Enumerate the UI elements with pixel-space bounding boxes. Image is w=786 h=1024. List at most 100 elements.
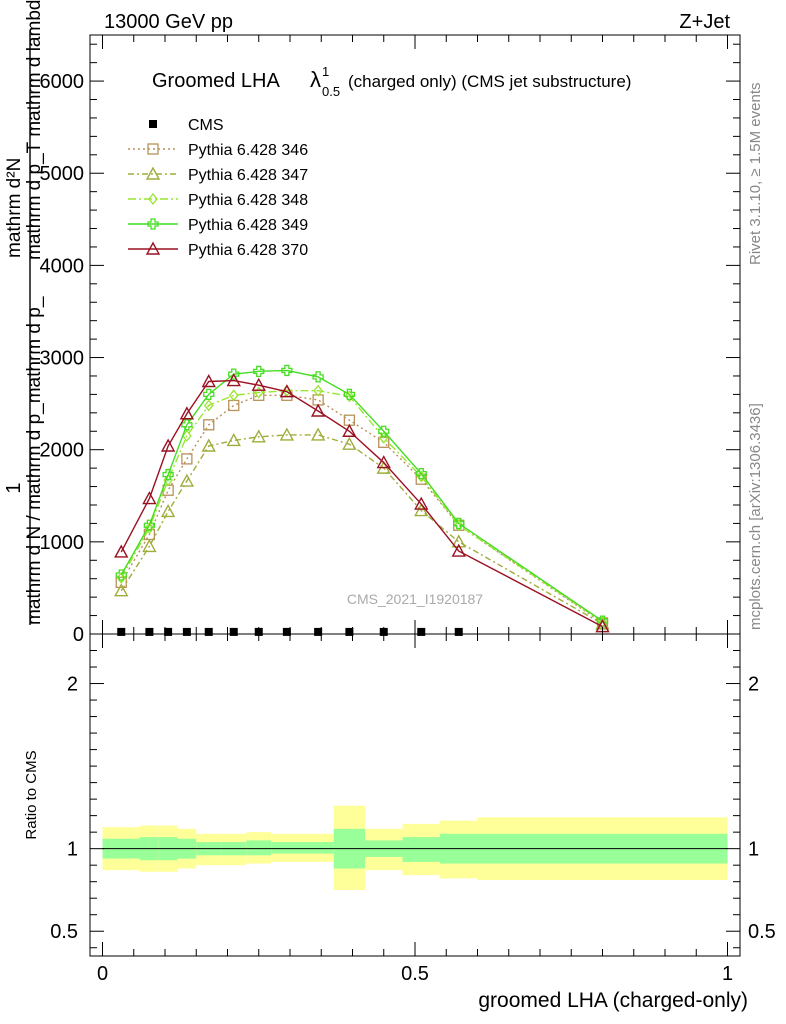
data-point	[142, 538, 157, 553]
ratio-band-inner	[246, 840, 272, 856]
data-point	[179, 473, 195, 487]
legend-label: Pythia 6.428 349	[188, 217, 308, 234]
data-point	[279, 427, 295, 441]
data-point	[344, 390, 355, 403]
data-point	[251, 429, 266, 443]
data-point	[114, 544, 129, 558]
title-suffix: (charged only) (CMS jet substructure)	[348, 72, 631, 91]
data-point	[596, 615, 609, 627]
header-right: Z+Jet	[679, 11, 730, 33]
data-point	[145, 627, 154, 636]
legend-label: Pythia 6.428 346	[188, 142, 308, 159]
legend-entry-4: Pythia 6.428 349	[128, 217, 308, 234]
data-point	[226, 373, 241, 387]
data-point	[310, 427, 326, 441]
data-point	[414, 503, 429, 517]
data-point	[282, 384, 292, 397]
data-point	[417, 627, 426, 636]
data-point	[204, 627, 213, 636]
legend-marker	[147, 218, 159, 230]
data-point	[313, 384, 323, 397]
legend-marker	[145, 241, 161, 255]
data-point	[179, 406, 195, 420]
series-line-1	[120, 394, 603, 624]
ylabel-denominator: mathrm d N / mathrm d p_mathrm d p_	[24, 296, 45, 625]
y-tick-label-main: 4000	[40, 255, 85, 277]
series-line-4	[120, 369, 603, 622]
x-tick-label: 1	[722, 963, 733, 985]
data-point	[416, 470, 427, 483]
data-point	[203, 419, 215, 431]
plot-title: Groomed LHA λ 1 0.5 (charged only) (CMS …	[152, 64, 631, 99]
data-point	[451, 543, 466, 557]
data-point	[226, 433, 241, 447]
y-tick-label-main: 6000	[40, 71, 85, 93]
ratio-y-tick-label-left: 0.5	[50, 921, 78, 943]
data-point	[116, 571, 127, 584]
legend-label: CMS	[188, 117, 224, 134]
xlabel: groomed LHA (charged-only)	[478, 989, 748, 1012]
data-point	[114, 583, 129, 597]
data-point	[162, 468, 174, 481]
ratio-y-tick-label-left: 2	[67, 674, 78, 696]
ylabel-numerator: 1	[3, 482, 25, 493]
data-point	[310, 403, 326, 417]
data-point	[378, 425, 390, 437]
legend-entry-5: Pythia 6.428 370	[128, 241, 308, 259]
data-point	[376, 455, 391, 469]
y-tick-label-main: 0	[73, 624, 84, 646]
ratio-band-inner	[271, 842, 303, 854]
title-main: Groomed LHA	[152, 70, 280, 92]
data-point	[201, 438, 216, 452]
data-point	[229, 627, 238, 636]
data-point	[378, 431, 389, 444]
ratio-band-inner	[402, 837, 440, 862]
ylabel-numerator-full: mathrm d²N	[4, 158, 25, 258]
data-point	[117, 627, 126, 636]
data-point	[454, 627, 463, 636]
ratio-y-tick-label-right: 2	[748, 674, 759, 696]
title-text: Groomed LHA	[152, 70, 280, 92]
x-tick-label: 0	[97, 963, 108, 985]
title-sup: 1	[322, 64, 329, 79]
ratio-y-tick-label-left: 1	[67, 839, 78, 861]
ratio-bands	[102, 805, 728, 890]
ratio-band-inner	[302, 842, 334, 854]
y-tick-label-main: 2000	[40, 440, 85, 462]
data-point	[345, 627, 354, 636]
data-point	[182, 627, 191, 636]
data-point	[115, 569, 127, 581]
legend-label: Pythia 6.428 347	[188, 167, 308, 184]
data-point	[181, 453, 193, 465]
x-tick-label: 0.5	[401, 963, 429, 985]
legend-entry-0: CMS	[149, 117, 224, 134]
data-point	[282, 627, 291, 636]
y-tick-label-main: 1000	[40, 532, 85, 554]
data-point	[343, 388, 356, 401]
series-line-2	[120, 434, 603, 625]
series-line-3	[120, 390, 603, 623]
y-tick-label-main: 5000	[40, 163, 85, 185]
main-series-layer	[114, 364, 610, 636]
ratio-plot-panel: 0.5 0.5 1 1 2 2	[50, 633, 776, 957]
ratio-frame	[89, 633, 741, 957]
data-point	[203, 399, 214, 412]
series-4	[115, 364, 609, 627]
data-point	[144, 521, 155, 535]
data-point	[143, 519, 156, 531]
data-point	[182, 429, 192, 442]
data-point	[279, 384, 295, 398]
title-sub: 0.5	[322, 84, 340, 99]
legend-entry-2: Pythia 6.428 347	[128, 166, 308, 184]
data-point	[342, 436, 357, 450]
legend-marker	[145, 166, 161, 180]
data-point	[415, 468, 427, 480]
ratio-y-tick-label-right: 1	[748, 839, 759, 861]
data-point	[251, 377, 266, 391]
data-point	[451, 534, 466, 548]
data-point	[281, 364, 293, 377]
legend: CMS Pythia 6.428 346 Pythia 6.428 347 Pythi…	[128, 117, 308, 259]
data-point	[160, 438, 176, 452]
data-point	[312, 371, 324, 383]
